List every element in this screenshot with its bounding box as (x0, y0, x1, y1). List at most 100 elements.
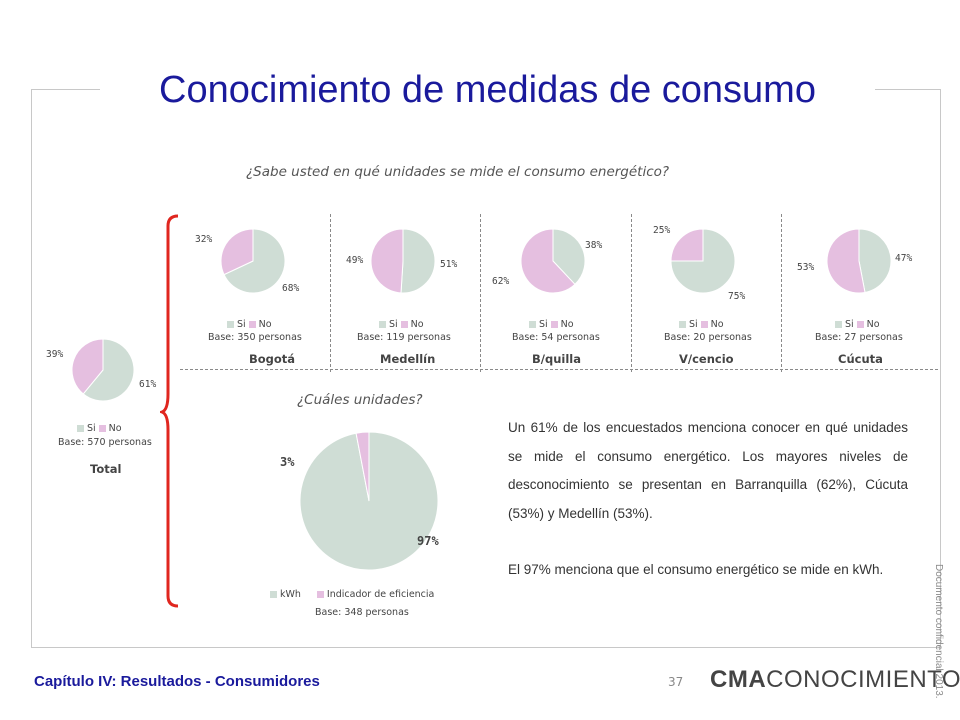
pie-slice-si (858, 228, 892, 294)
city-label: Bogotá (249, 352, 296, 366)
city-label: Cúcuta (838, 352, 883, 366)
pie-slice-si (670, 228, 736, 294)
logo-rest: CONOCIMIENTO (766, 666, 960, 693)
pie-legend: Si No (227, 319, 272, 330)
legend-label: Si (389, 319, 398, 330)
pie-chart (520, 228, 586, 294)
legend-swatch (529, 321, 536, 328)
legend-label: No (710, 319, 724, 330)
base-label: Base: 27 personas (815, 332, 903, 343)
base-label: Base: 54 personas (512, 332, 600, 343)
question-units: ¿Sabe usted en qué unidades se mide el c… (246, 164, 670, 180)
pie-chart (71, 338, 135, 402)
logo-bold: CMA (710, 666, 767, 693)
pie-chart (670, 228, 736, 294)
pie-label: 62% (492, 276, 510, 287)
pie-slice-no (220, 228, 254, 276)
pie-slice-si (400, 228, 436, 294)
pie-chart (220, 228, 286, 294)
legend-label: No (410, 319, 424, 330)
legend-swatch (379, 321, 386, 328)
pie-legend: kWh Indicador de eficiencia (270, 589, 434, 600)
pie-label: 39% (46, 349, 64, 360)
legend-swatch (700, 321, 708, 328)
pie-label: 61% (139, 379, 157, 390)
pie-label: 47% (895, 253, 913, 264)
pie-label: 3% (280, 455, 295, 469)
city-label: B/quilla (532, 352, 581, 366)
divider (330, 214, 331, 372)
pie-legend: Si No (529, 319, 574, 330)
base-label: Base: 570 personas (58, 437, 152, 448)
legend-swatch (856, 321, 864, 328)
pie-label: 51% (440, 259, 458, 270)
divider (631, 214, 632, 372)
legend-label: No (108, 423, 122, 434)
pie-slice-no (71, 338, 104, 395)
divider (480, 214, 481, 372)
legend-swatch (270, 591, 277, 598)
pie-legend: Si No (77, 423, 122, 434)
pie-slice-si (223, 228, 286, 294)
city-label: V/cencio (679, 352, 734, 366)
legend-swatch (550, 321, 558, 328)
company-logo: CMACONOCIMIENTO (710, 666, 960, 694)
legend-label: Si (237, 319, 246, 330)
legend-swatch (679, 321, 686, 328)
base-label: Base: 119 personas (357, 332, 451, 343)
legend-swatch (77, 425, 84, 432)
base-label: Base: 348 personas (315, 607, 409, 618)
city-label: Total (90, 462, 122, 476)
pie-slice-indicador (355, 431, 370, 502)
pie-chart (299, 431, 439, 571)
legend-label: Indicador de eficiencia (326, 589, 435, 600)
pie-label: 49% (346, 255, 364, 266)
legend-label: kWh (280, 589, 301, 600)
pie-label: 97% (417, 534, 439, 548)
page-title: Conocimiento de medidas de consumo (100, 66, 875, 114)
legend-swatch (316, 591, 324, 598)
pie-slice-no (826, 228, 866, 294)
legend-label: Si (87, 423, 96, 434)
pie-slice-no (670, 228, 704, 262)
pie-chart (826, 228, 892, 294)
pie-label: 75% (728, 291, 746, 302)
pie-slice-no (370, 228, 404, 294)
legend-label: No (866, 319, 880, 330)
summary-text: Un 61% de los encuestados menciona conoc… (508, 414, 908, 585)
legend-swatch (227, 321, 234, 328)
legend-swatch (400, 321, 408, 328)
legend-label: Si (689, 319, 698, 330)
pie-label: 68% (282, 283, 300, 294)
base-label: Base: 350 personas (208, 332, 302, 343)
pie-legend: Si No (679, 319, 724, 330)
legend-label: Si (539, 319, 548, 330)
pie-label: 53% (797, 262, 815, 273)
pie-slice-si (552, 228, 586, 286)
pie-chart (370, 228, 436, 294)
city-label: Medellín (380, 352, 436, 366)
pie-legend: Si No (835, 319, 880, 330)
chapter-label: Capítulo IV: Resultados - Consumidores (34, 673, 320, 690)
base-label: Base: 20 personas (664, 332, 752, 343)
bracket (160, 214, 179, 608)
pie-label: 38% (585, 240, 603, 251)
page-number: 37 (668, 675, 684, 689)
legend-swatch (98, 425, 106, 432)
confidential-note: Documento confidencial 2013. (933, 564, 944, 699)
legend-swatch (248, 321, 256, 328)
legend-label: No (258, 319, 272, 330)
pie-slice-si (82, 338, 135, 402)
legend-swatch (835, 321, 842, 328)
summary-paragraph: El 97% menciona que el consumo energétic… (508, 562, 884, 577)
legend-label: No (560, 319, 574, 330)
pie-legend: Si No (379, 319, 424, 330)
pie-label: 25% (653, 225, 671, 236)
legend-label: Si (845, 319, 854, 330)
divider (180, 369, 938, 370)
question-which-units: ¿Cuáles unidades? (297, 392, 423, 408)
pie-slice-no (520, 228, 576, 294)
divider (781, 214, 782, 372)
pie-label: 32% (195, 234, 213, 245)
summary-paragraph: Un 61% de los encuestados menciona conoc… (508, 420, 908, 521)
